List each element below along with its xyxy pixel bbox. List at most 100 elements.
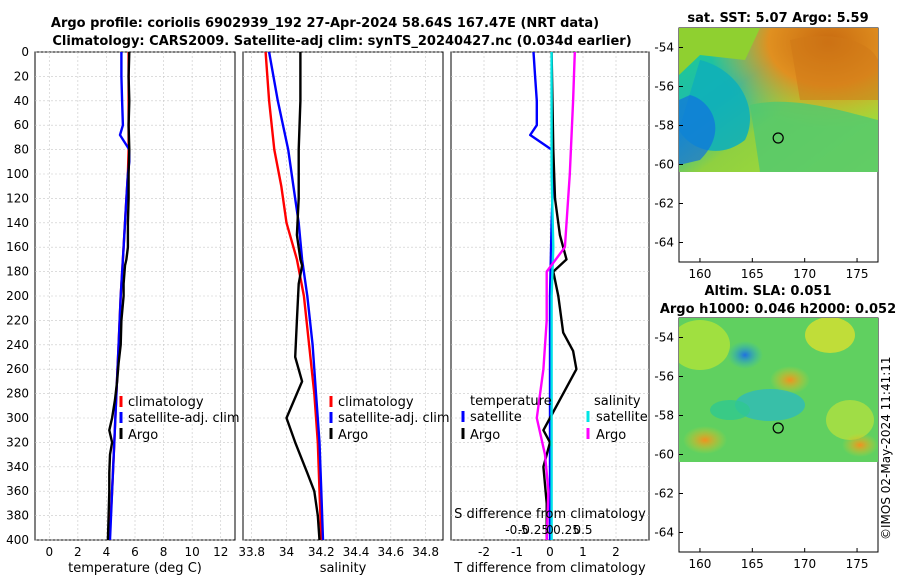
sla-map-ticks: 160 165 170 175 -54 -56 -58 -60 -62 -64 bbox=[654, 331, 868, 572]
salinity-tick-labels: 33.8 34 34.2 34.4 34.6 34.8 bbox=[238, 545, 439, 559]
depth-tick-label: 100 bbox=[6, 167, 29, 181]
sst-heatmap bbox=[679, 28, 878, 172]
sal-series-line bbox=[267, 51, 325, 541]
temp-series-line bbox=[108, 52, 131, 541]
legend-salinity-heading: salinity bbox=[594, 394, 641, 409]
depth-tick-label: 180 bbox=[6, 265, 29, 279]
temp-x-tick-label: 8 bbox=[160, 545, 168, 559]
map-y-tick-label: -62 bbox=[654, 487, 674, 501]
legend-t-satellite: satellite bbox=[470, 410, 522, 425]
temp-x-tick-label: 0 bbox=[45, 545, 53, 559]
map-y-tick-label: -64 bbox=[654, 526, 674, 540]
legend-satellite: satellite-adj. clim bbox=[128, 411, 240, 426]
s-difference-xlabel: S difference from climatology bbox=[454, 507, 646, 522]
sla-map-title-line1: Altim. SLA: 0.051 bbox=[705, 284, 832, 299]
legend-argo: Argo bbox=[128, 428, 158, 443]
map-y-tick-label: -54 bbox=[654, 331, 674, 345]
diff-x-tick-label: 2 bbox=[612, 545, 620, 559]
depth-tick-label: 60 bbox=[14, 118, 29, 132]
salinity-xlabel: salinity bbox=[320, 561, 367, 576]
depth-tick-label: 240 bbox=[6, 338, 29, 352]
legend-argo: Argo bbox=[338, 428, 368, 443]
map-x-tick-label: 165 bbox=[741, 267, 764, 281]
map-y-tick-label: -58 bbox=[654, 409, 674, 423]
map-y-tick-label: -60 bbox=[654, 448, 674, 462]
sst-map-ticks: 160 165 170 175 -54 -56 -58 -60 -62 -64 bbox=[654, 41, 868, 282]
temp-x-tick-label: 6 bbox=[131, 545, 139, 559]
legend-climatology: climatology bbox=[338, 395, 414, 410]
depth-tick-label: 280 bbox=[6, 387, 29, 401]
depth-tick-label: 340 bbox=[6, 460, 29, 474]
depth-tick-label: 300 bbox=[6, 411, 29, 425]
diff-series-line bbox=[535, 51, 576, 541]
sal-x-tick-label: 34.8 bbox=[412, 545, 439, 559]
legend-temperature-heading: temperature bbox=[470, 394, 552, 409]
depth-tick-label: 80 bbox=[14, 143, 29, 157]
temp-x-tick-label: 2 bbox=[74, 545, 82, 559]
depth-tick-label: 360 bbox=[6, 484, 29, 498]
s-diff-tick-label: 0 bbox=[546, 523, 554, 537]
depth-tick-label: 380 bbox=[6, 509, 29, 523]
sla-map-title-line2: Argo h1000: 0.046 h2000: 0.052 bbox=[660, 302, 896, 317]
temp-x-tick-label: 10 bbox=[185, 545, 200, 559]
map-x-tick-label: 175 bbox=[846, 267, 869, 281]
diff-x-tick-label: -1 bbox=[511, 545, 523, 559]
figure-title-line2: Climatology: CARS2009. Satellite-adj cli… bbox=[52, 34, 631, 49]
sal-x-tick-label: 34.4 bbox=[343, 545, 370, 559]
temp-series-line bbox=[106, 51, 131, 541]
legend-s-argo: Argo bbox=[596, 428, 626, 443]
sst-map-title: sat. SST: 5.07 Argo: 5.59 bbox=[687, 11, 868, 26]
s-diff-tick-label: 0.25 bbox=[553, 523, 580, 537]
s-diff-tick-label: 0.5 bbox=[573, 523, 592, 537]
figure-title-line1: Argo profile: coriolis 6902939_192 27-Ap… bbox=[51, 16, 599, 31]
legend-s-satellite: satellite bbox=[596, 410, 648, 425]
salinity-lines bbox=[264, 51, 325, 541]
map-x-tick-label: 160 bbox=[688, 267, 711, 281]
diff-x-tick-label: -2 bbox=[478, 545, 490, 559]
sst-argo-marker bbox=[772, 132, 784, 144]
salinity-legend: climatology satellite-adj. clim Argo bbox=[329, 395, 450, 443]
map-x-tick-label: 170 bbox=[793, 557, 816, 571]
sal-x-tick-label: 33.8 bbox=[238, 545, 265, 559]
depth-tick-label: 120 bbox=[6, 191, 29, 205]
sla-heatmap bbox=[679, 318, 878, 462]
temp-x-tick-label: 12 bbox=[213, 545, 228, 559]
map-y-tick-label: -58 bbox=[654, 119, 674, 133]
temperature-legend: climatology satellite-adj. clim Argo bbox=[119, 395, 240, 443]
sal-x-tick-label: 34.6 bbox=[377, 545, 404, 559]
legend-satellite: satellite-adj. clim bbox=[338, 411, 450, 426]
depth-tick-labels: 0 20 40 60 80 100 120 140 160 180 200 220 240 260 280 3… bbox=[6, 45, 29, 547]
temperature-xlabel: temperature (deg C) bbox=[68, 561, 202, 576]
salinity-grid bbox=[243, 51, 443, 541]
diff-series-line bbox=[542, 51, 578, 540]
sal-series-line bbox=[285, 52, 321, 541]
s-diff-tick-label: -0.25 bbox=[518, 523, 549, 537]
diff-x-tick-label: 0 bbox=[546, 545, 554, 559]
difference-legend-salinity: salinity satellite Argo bbox=[586, 394, 648, 443]
depth-tick-label: 320 bbox=[6, 435, 29, 449]
imos-watermark: ©IMOS 02-May-2024 11:41:11 bbox=[879, 356, 893, 540]
depth-tick-label: 260 bbox=[6, 362, 29, 376]
t-difference-tick-labels: -2 -1 0 1 2 bbox=[478, 545, 620, 559]
s-difference-tick-labels: -0.5-0.250 0.250.5 bbox=[505, 523, 592, 537]
map-x-tick-label: 165 bbox=[741, 557, 764, 571]
depth-tick-label: 0 bbox=[21, 45, 29, 59]
diff-series-line bbox=[550, 52, 555, 540]
depth-tick-label: 200 bbox=[6, 289, 29, 303]
map-x-tick-label: 160 bbox=[688, 557, 711, 571]
t-difference-xlabel: T difference from climatology bbox=[453, 561, 646, 576]
depth-tick-label: 20 bbox=[14, 69, 29, 83]
depth-tick-label: 220 bbox=[6, 313, 29, 327]
temperature-lines bbox=[106, 51, 131, 541]
map-y-tick-label: -54 bbox=[654, 41, 674, 55]
map-y-tick-label: -60 bbox=[654, 158, 674, 172]
depth-tick-label: 400 bbox=[6, 533, 29, 547]
depth-tick-label: 160 bbox=[6, 240, 29, 254]
legend-t-argo: Argo bbox=[470, 428, 500, 443]
sla-argo-marker bbox=[772, 422, 784, 434]
sal-x-tick-label: 34.2 bbox=[308, 545, 335, 559]
difference-legend-temperature: temperature satellite Argo bbox=[461, 394, 552, 443]
depth-tick-label: 140 bbox=[6, 216, 29, 230]
legend-climatology: climatology bbox=[128, 395, 204, 410]
